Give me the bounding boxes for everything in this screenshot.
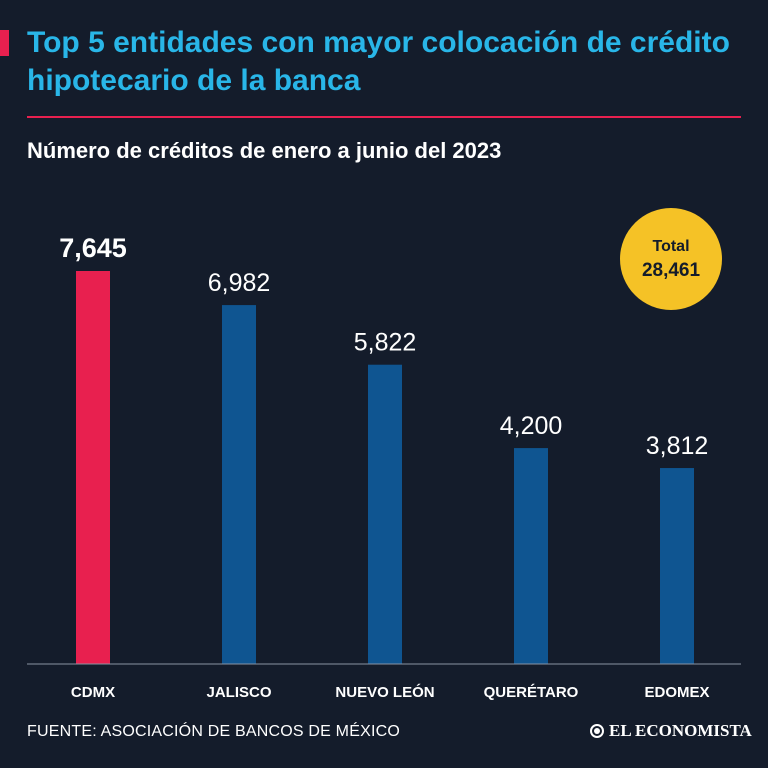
total-badge: Total 28,461: [620, 208, 722, 310]
total-value: 28,461: [641, 260, 701, 281]
value-label-nuevo-leon: 5,822: [354, 329, 417, 357]
value-label-queretaro: 4,200: [500, 412, 563, 440]
category-label-cdmx: CDMX: [71, 684, 115, 701]
value-label-cdmx: 7,645: [59, 233, 127, 263]
title-accent-block: [0, 30, 9, 56]
bar-nuevo-leon: [368, 364, 402, 664]
value-label-jalisco: 6,982: [208, 269, 271, 297]
category-label-queretaro: QUERÉTARO: [484, 684, 579, 701]
bar-jalisco: [222, 305, 256, 664]
category-label-jalisco: JALISCO: [206, 684, 271, 701]
brand-logo: EL ECONOMISTA: [590, 721, 752, 741]
value-label-edomex: 3,812: [646, 432, 709, 460]
chart-subtitle: Número de créditos de enero a junio del …: [27, 138, 502, 163]
source-note: FUENTE: ASOCIACIÓN DE BANCOS DE MÉXICO: [27, 723, 400, 740]
el-economista-logo-icon: [590, 724, 604, 738]
chart-title: Top 5 entidades con mayor colocación de …: [27, 26, 730, 97]
bar-queretaro: [514, 448, 548, 664]
bar-edomex: [660, 468, 694, 664]
category-label-edomex: EDOMEX: [644, 684, 709, 701]
category-label-nuevo-leon: NUEVO LEÓN: [335, 683, 434, 701]
brand-name: EL ECONOMISTA: [609, 721, 752, 740]
title-divider: [27, 116, 741, 118]
total-label: Total: [652, 238, 690, 255]
bar-cdmx: [76, 271, 110, 664]
